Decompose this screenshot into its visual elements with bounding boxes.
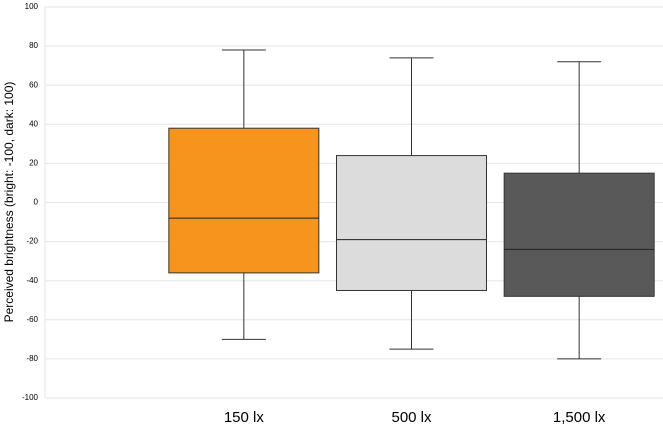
box bbox=[336, 155, 487, 291]
y-tick-label: 100 bbox=[25, 2, 39, 11]
x-tick-label: 500 lx bbox=[391, 409, 432, 426]
y-axis-label: Perceived brightness (bright: -100, dark… bbox=[2, 82, 16, 323]
y-tick-label: -80 bbox=[26, 354, 38, 363]
y-tick-label: 60 bbox=[29, 80, 38, 89]
y-tick-label: 80 bbox=[29, 41, 38, 50]
y-tick-label: -60 bbox=[26, 315, 38, 324]
y-tick-label: -20 bbox=[26, 237, 38, 246]
y-tick-label: 0 bbox=[34, 198, 39, 207]
box bbox=[503, 172, 655, 297]
box bbox=[168, 127, 320, 274]
y-tick-label: 20 bbox=[29, 159, 38, 168]
x-tick-label: 1,500 lx bbox=[553, 409, 606, 426]
y-tick-label: -100 bbox=[22, 393, 39, 402]
y-tick-label: -40 bbox=[26, 276, 38, 285]
y-tick-label: 40 bbox=[29, 119, 38, 128]
x-tick-label: 150 lx bbox=[224, 409, 265, 426]
